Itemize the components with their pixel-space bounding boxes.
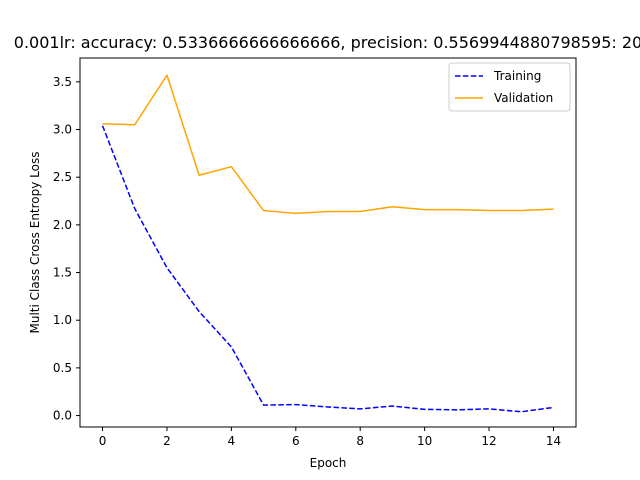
y-tick-label: 1.5: [53, 266, 72, 280]
x-tick-label: 12: [481, 434, 496, 448]
x-tick-label: 10: [417, 434, 432, 448]
legend-box: [448, 62, 571, 112]
y-tick-label: 2.5: [53, 170, 72, 184]
y-tick-label: 3.5: [53, 75, 72, 89]
x-tick-label: 8: [356, 434, 364, 448]
y-tick-label: 2.0: [53, 218, 72, 232]
y-axis-label: Multi Class Cross Entropy Loss: [28, 152, 42, 334]
y-tick-label: 0.0: [53, 409, 72, 423]
series-line-validation: [102, 74, 554, 215]
plot-frame: [79, 57, 577, 428]
legend-label-validation: Validation: [494, 91, 553, 105]
x-tick-label: 2: [163, 434, 171, 448]
plot-area: [101, 74, 554, 413]
x-axis-label: Epoch: [310, 456, 347, 470]
x-tick-label: 4: [228, 434, 236, 448]
legend: Training Validation: [448, 62, 571, 112]
series-line-training: [101, 125, 554, 413]
y-tick-label: 3.0: [53, 123, 72, 137]
x-axis: 0 2 4 6 8 10 12 14: [99, 427, 561, 448]
legend-label-training: Training: [493, 69, 541, 83]
y-tick-label: 1.0: [53, 313, 72, 327]
x-tick-label: 6: [292, 434, 300, 448]
chart-title: 0.001lr: accuracy: 0.5336666666666666, p…: [14, 33, 640, 52]
x-tick-label: 0: [99, 434, 107, 448]
y-tick-label: 0.5: [53, 361, 72, 375]
y-axis: 0.0 0.5 1.0 1.5 2.0 2.5 3.0 3.5: [53, 75, 80, 423]
x-tick-label: 14: [546, 434, 561, 448]
